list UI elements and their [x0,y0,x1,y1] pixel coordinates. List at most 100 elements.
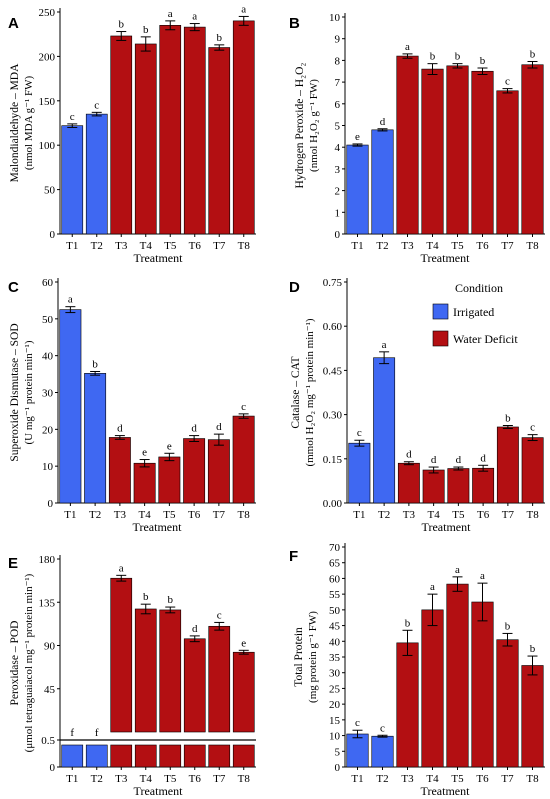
y-tick-label: 250 [39,7,56,19]
significance-letter: c [357,427,362,439]
significance-letter: f [95,727,99,739]
significance-letter: b [143,24,149,36]
x-tick-label: T8 [526,240,539,252]
significance-letter: b [119,19,125,31]
bar-t5 [159,609,182,733]
bar-t3 [108,437,131,504]
significance-letter: a [168,8,173,20]
bar-t8 [232,415,255,504]
bar-t6 [183,438,206,504]
y-tick-label: 0 [48,498,54,510]
x-tick-label: T5 [164,773,177,785]
y-tick-label: 0.75 [323,277,343,289]
bar-lower-t8 [232,744,255,768]
y-tick-label: 40 [329,636,341,648]
significance-letter: d [480,452,486,464]
x-tick-label: T7 [501,240,514,252]
x-tick-label: T8 [238,509,251,521]
y-tick-label: 15 [329,715,341,727]
y-tick-label: 65 [329,558,341,570]
significance-letter: c [505,76,510,88]
bar-t6 [471,70,494,235]
bar-lower-t5 [159,744,182,768]
bar-t8 [232,651,255,733]
significance-letter: d [406,449,412,461]
significance-letter: c [241,401,246,413]
significance-letter: d [117,423,123,435]
x-tick-label: T1 [353,509,365,521]
significance-letter: b [530,643,536,655]
x-tick-label: T8 [527,509,540,521]
x-axis-title: Treatment [134,784,184,798]
x-axis-title: Treatment [421,784,471,798]
y-tick-label: 10 [329,12,341,24]
x-tick-label: T2 [376,773,388,785]
bar-t6 [471,601,494,768]
bar-t2 [371,735,394,768]
y-tick-label: 70 [329,542,341,554]
panel-letter: B [289,15,300,32]
y-tick-label: 0 [335,762,341,774]
bar-t3 [110,577,133,733]
bar-t8 [521,437,544,504]
bar-t4 [133,462,156,504]
x-tick-label: T6 [477,509,490,521]
bar-t7 [207,439,230,504]
legend-label: Irrigated [453,305,494,319]
y-tick-label: 0.30 [323,410,343,422]
significance-letter: e [355,131,360,143]
y-tick-label: 180 [39,554,56,566]
y-tick-label: 100 [39,140,56,152]
panel-letter: A [8,15,19,32]
y-axis-subtitle: (μmol tetraguaiacol mg⁻¹ protein min⁻¹) [23,573,35,752]
x-tick-label: T1 [351,773,363,785]
bar-t3 [110,35,133,235]
y-axis-subtitle: (nmol MDA g⁻¹ FW) [23,75,35,170]
bar-t1 [348,442,371,504]
y-tick-label: 60 [329,573,341,585]
bar-t2 [85,113,108,235]
x-tick-label: T6 [188,509,201,521]
significance-letter: b [405,617,411,629]
y-tick-label: 200 [39,51,56,63]
bar-t2 [371,129,394,235]
panel-letter: D [289,279,300,296]
significance-letter: a [68,294,73,306]
x-tick-label: T6 [189,773,202,785]
significance-letter: d [431,454,437,466]
x-tick-label: T8 [526,773,539,785]
x-tick-label: T4 [140,240,153,252]
x-tick-label: T8 [238,773,251,785]
bar-lower-t6 [183,744,206,768]
bar-t2 [84,373,107,504]
y-tick-label: 0.00 [323,498,343,510]
x-tick-label: T3 [401,773,414,785]
panel-e: E 0 0.5 45 90 135 180 f T1 f T2 a T3 b T4 b T5 d T6 c T7 e T8 T… [8,554,256,798]
bar-t1 [61,125,84,235]
y-tick-label: 5 [335,746,341,758]
x-axis-title: Treatment [134,251,184,265]
x-tick-label: T2 [89,509,101,521]
x-tick-label: T7 [213,773,226,785]
legend-label: Water Deficit [453,332,518,346]
significance-letter: c [380,722,385,734]
y-tick-label: 45 [44,684,56,696]
x-tick-label: T5 [451,773,464,785]
y-tick-label: 150 [39,96,56,108]
y-tick-label: 0 [50,762,56,774]
y-tick-label: 50 [42,314,54,326]
y-axis-title: Malondialdehyde – MDA [9,63,21,183]
significance-letter: d [216,421,222,433]
significance-letter: e [142,447,147,459]
y-axis-subtitle: (mg protein g⁻¹ FW) [307,611,319,703]
y-axis-title: Peroxidase – POD [9,621,21,706]
y-tick-label: 55 [329,589,341,601]
panel-a: A 0 50 100 150 200 250 c T1 c T2 b T3 b T4 a T5 a T6 b T7 a T8… [8,3,256,265]
y-tick-label: 30 [329,668,341,680]
y-tick-label: 0 [335,229,341,241]
x-tick-label: T4 [428,509,441,521]
significance-letter: c [530,422,535,434]
significance-letter: c [70,111,75,123]
x-tick-label: T1 [351,240,363,252]
y-tick-label: 7 [335,77,341,89]
